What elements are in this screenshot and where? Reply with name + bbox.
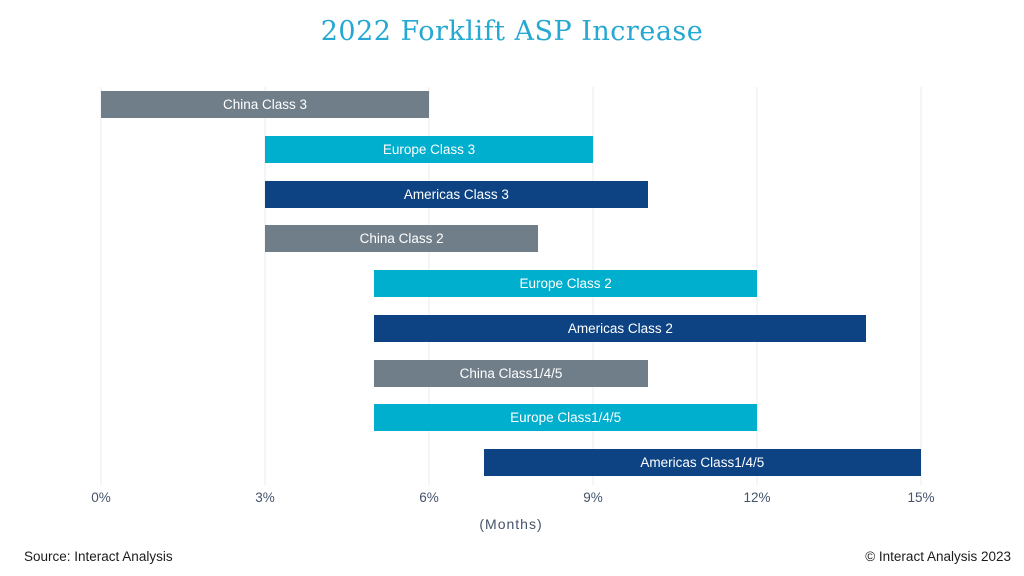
bar-label: Europe Class1/4/5 [510,410,622,426]
bar-label: China Class 3 [222,97,308,112]
bar-americas-class-3: Americas Class 3 [265,180,648,208]
bar-china-class-2: China Class 2 [265,225,539,253]
x-tick-label: 6% [419,490,439,505]
bar-label: China Class1/4/5 [459,365,563,381]
x-tick-label: 0% [91,490,111,505]
copyright-note: © Interact Analysis 2023 [865,549,1011,564]
x-tick-label: 15% [907,490,935,505]
bar-china-class1-4-5: China Class1/4/5 [374,359,648,387]
bar-label: Americas Class 2 [567,320,673,336]
source-note: Source: Interact Analysis [24,549,173,564]
gridline [264,87,266,485]
gridline [756,87,758,485]
bar-china-class-3: China Class 3 [101,91,429,118]
x-tick-label: 9% [583,490,603,505]
bar-label: Americas Class 3 [403,186,509,202]
bar-label: Europe Class 2 [519,276,612,291]
x-tick-label: 3% [255,490,275,505]
bar-label: Europe Class 3 [382,141,476,157]
bar-europe-class-3: Europe Class 3 [265,135,593,163]
plot-area: China Class 3 Europe Class 3 Americas Clas… [91,87,935,532]
gridline [100,87,102,485]
bar-americas-class-2: Americas Class 2 [374,314,867,342]
chart-title: 2022 Forklift ASP Increase [320,16,704,47]
x-axis-label: (Months) [479,516,543,532]
bar-label: Americas Class1/4/5 [640,455,765,470]
bar-americas-class1-4-5: Americas Class1/4/5 [483,449,921,476]
bar-europe-class1-4-5: Europe Class1/4/5 [374,404,757,432]
gridline [920,87,922,485]
x-tick-label: 12% [743,490,771,505]
bar-label: China Class 2 [359,231,444,247]
bar-europe-class-2: Europe Class 2 [374,270,757,297]
